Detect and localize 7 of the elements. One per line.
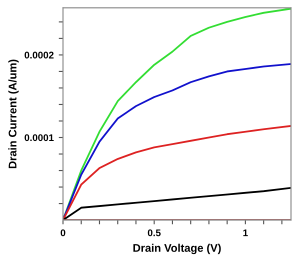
y-tick-label: 0.0001: [24, 134, 54, 142]
y-axis-title: Drain Current (A/um): [8, 60, 19, 168]
x-tick-label: 1: [243, 229, 248, 236]
x-tick-label: 0.5: [148, 229, 161, 236]
y-tick-label: 0.0002: [24, 52, 54, 59]
x-axis-title: Drain Voltage (V): [133, 244, 221, 254]
x-tick-label: 0: [60, 229, 66, 236]
